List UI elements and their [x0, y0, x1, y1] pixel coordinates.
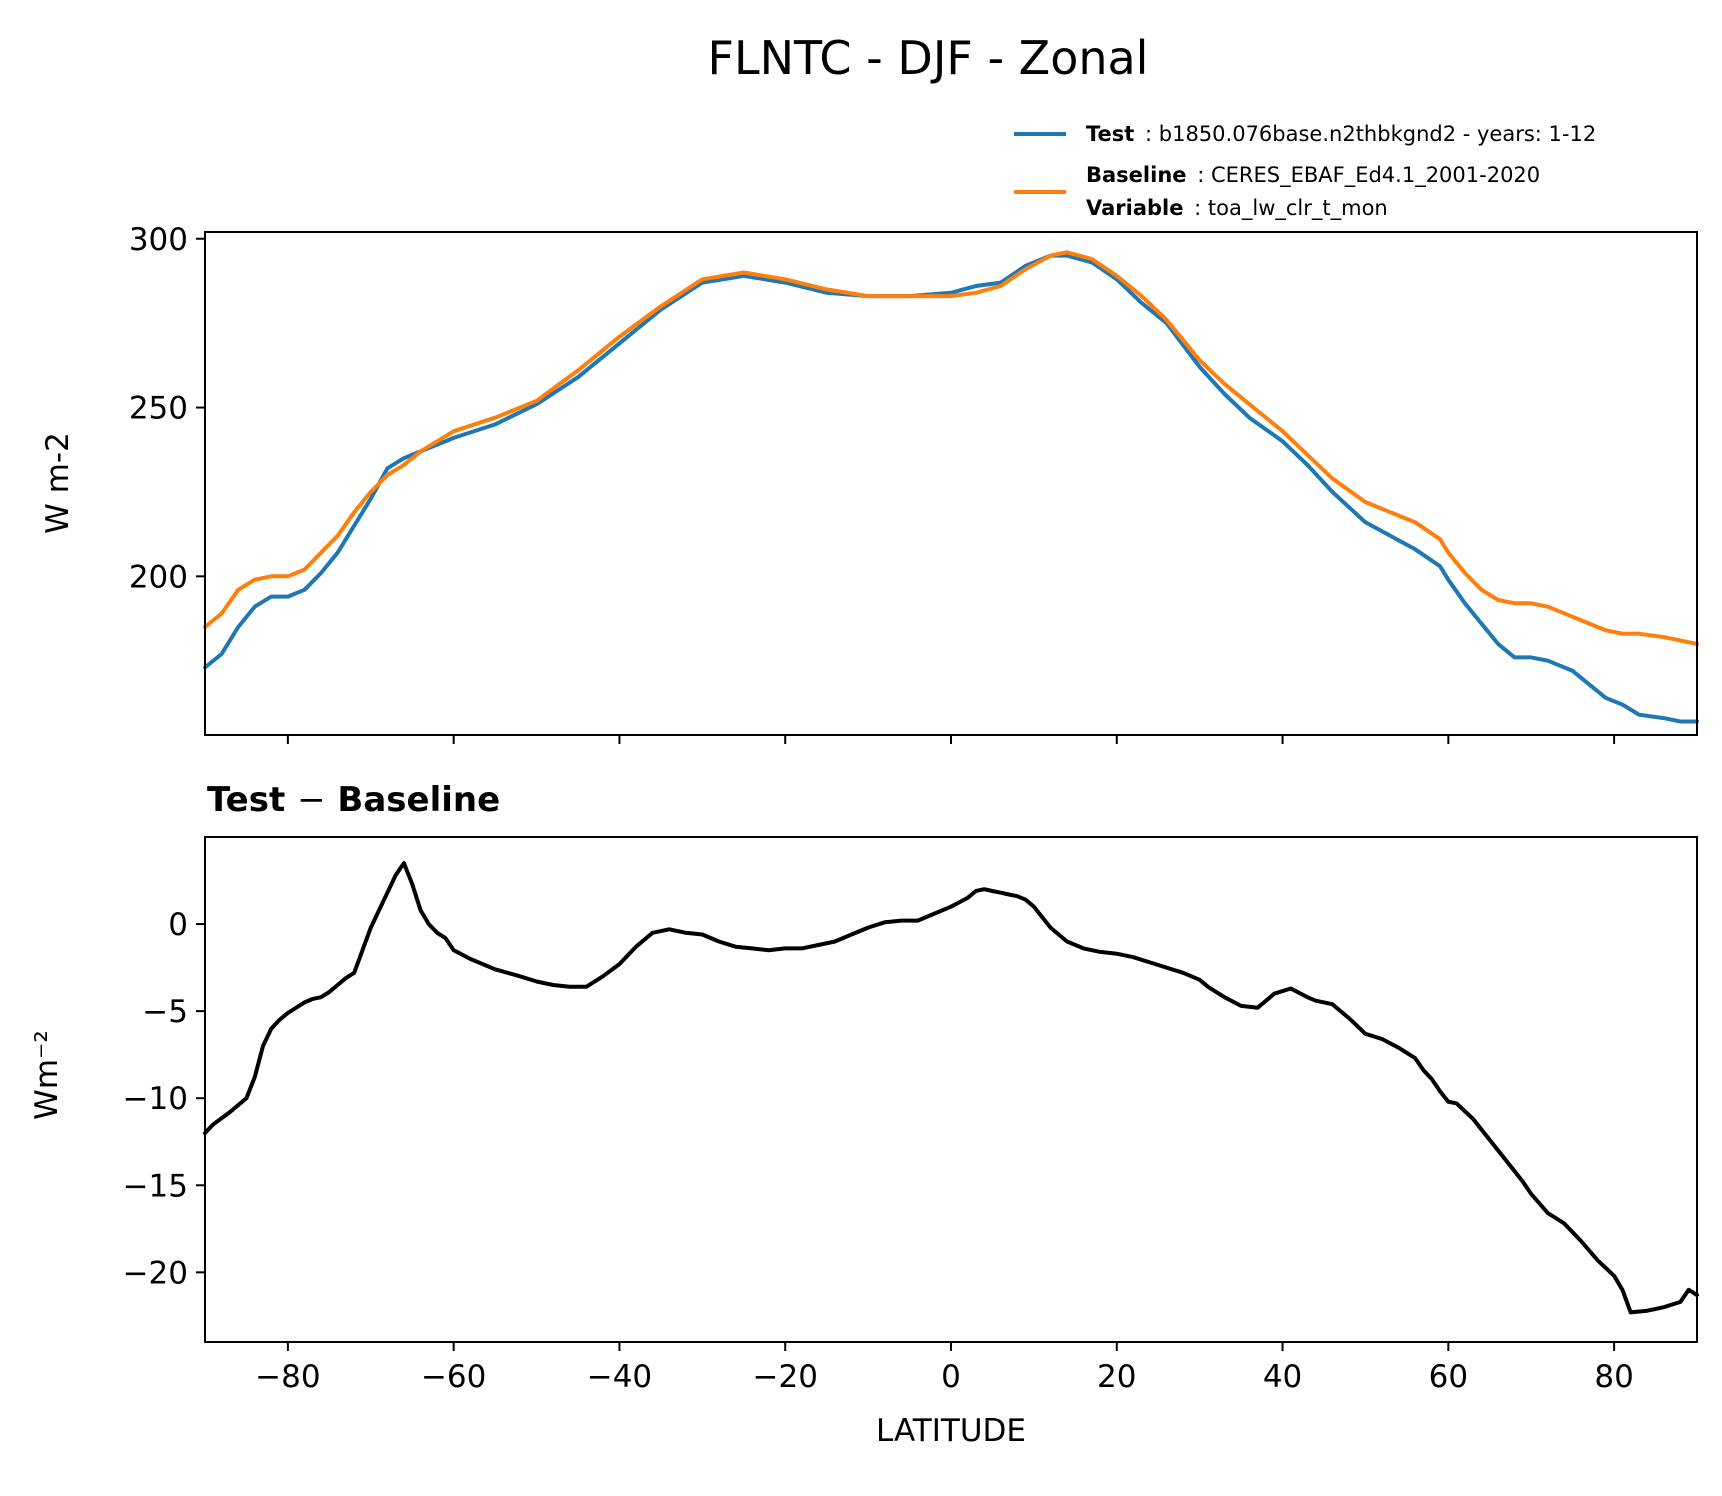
top-y-tick-label: 200: [129, 559, 188, 595]
bottom-y-ticks: −20 −15 −10 −5 0: [123, 907, 205, 1291]
x-axis-label: LATITUDE: [876, 1413, 1026, 1449]
bottom-x-tick-label: 0: [941, 1359, 961, 1395]
diff-panel-title: Test − Baseline: [207, 780, 500, 820]
top-y-ticks: 200 250 300: [129, 222, 205, 595]
legend-variable-value: : toa_lw_clr_t_mon: [1194, 196, 1388, 221]
top-y-axis-label: W m-2: [40, 432, 76, 534]
legend-test-value: : b1850.076base.n2thbkgnd2 - years: 1-12: [1145, 122, 1596, 146]
bottom-y-tick-label: −15: [123, 1168, 188, 1204]
bottom-x-tick-label: −80: [255, 1359, 320, 1395]
top-y-tick-label: 300: [129, 222, 188, 258]
top-x-ticks: [286, 735, 1616, 744]
test-series-line: [203, 253, 1699, 724]
bottom-x-tick-label: 60: [1429, 1359, 1468, 1395]
diff-title-left: Test: [207, 780, 285, 820]
legend-baseline-value: : CERES_EBAF_Ed4.1_2001-2020: [1197, 163, 1540, 188]
bottom-x-tick-label: 40: [1263, 1359, 1302, 1395]
bottom-y-tick-label: 0: [168, 907, 188, 943]
top-y-tick-label: 250: [129, 391, 188, 427]
legend-variable-key: Variable: [1086, 196, 1183, 220]
bottom-y-tick-label: −10: [123, 1081, 188, 1117]
legend: Test : b1850.076base.n2thbkgnd2 - years:…: [1014, 122, 1596, 221]
legend-baseline-key: Baseline: [1086, 163, 1187, 187]
bottom-y-tick-label: −20: [123, 1255, 188, 1291]
bottom-x-tick-label: −40: [587, 1359, 652, 1395]
legend-test-key: Test: [1086, 122, 1134, 146]
baseline-series-line: [203, 250, 1699, 646]
diff-title-operator: −: [297, 780, 326, 820]
bottom-x-tick-label: −60: [421, 1359, 486, 1395]
figure-title: FLNTC - DJF - Zonal: [708, 31, 1149, 85]
bottom-x-ticks: −80 −60 −40 −20 0 20 40 60 80: [255, 1342, 1634, 1395]
bottom-x-tick-label: 20: [1097, 1359, 1136, 1395]
bottom-y-tick-label: −5: [142, 994, 188, 1030]
zonal-mean-panel: 200 250 300 W m-2: [40, 222, 1699, 744]
diff-title-right: Baseline: [337, 780, 500, 820]
difference-series-line: [203, 861, 1699, 1315]
legend-test-entry: Test : b1850.076base.n2thbkgnd2 - years:…: [1086, 122, 1596, 146]
legend-variable-entry: Variable : toa_lw_clr_t_mon: [1086, 196, 1388, 221]
bottom-plot-frame: [204, 836, 1698, 1343]
top-plot-frame: [204, 231, 1698, 736]
top-series-layer: [203, 250, 1699, 724]
legend-baseline-entry: Baseline : CERES_EBAF_Ed4.1_2001-2020: [1086, 163, 1540, 188]
difference-panel: Test − Baseline −20−15−10−50 −80 −60 −40 −2…: [29, 780, 1699, 1449]
bottom-x-tick-label: 80: [1594, 1359, 1633, 1395]
bottom-x-tick-label: −20: [753, 1359, 818, 1395]
bottom-series-layer: [203, 861, 1699, 1315]
bottom-y-axis-label: Wm⁻²: [29, 1030, 65, 1120]
